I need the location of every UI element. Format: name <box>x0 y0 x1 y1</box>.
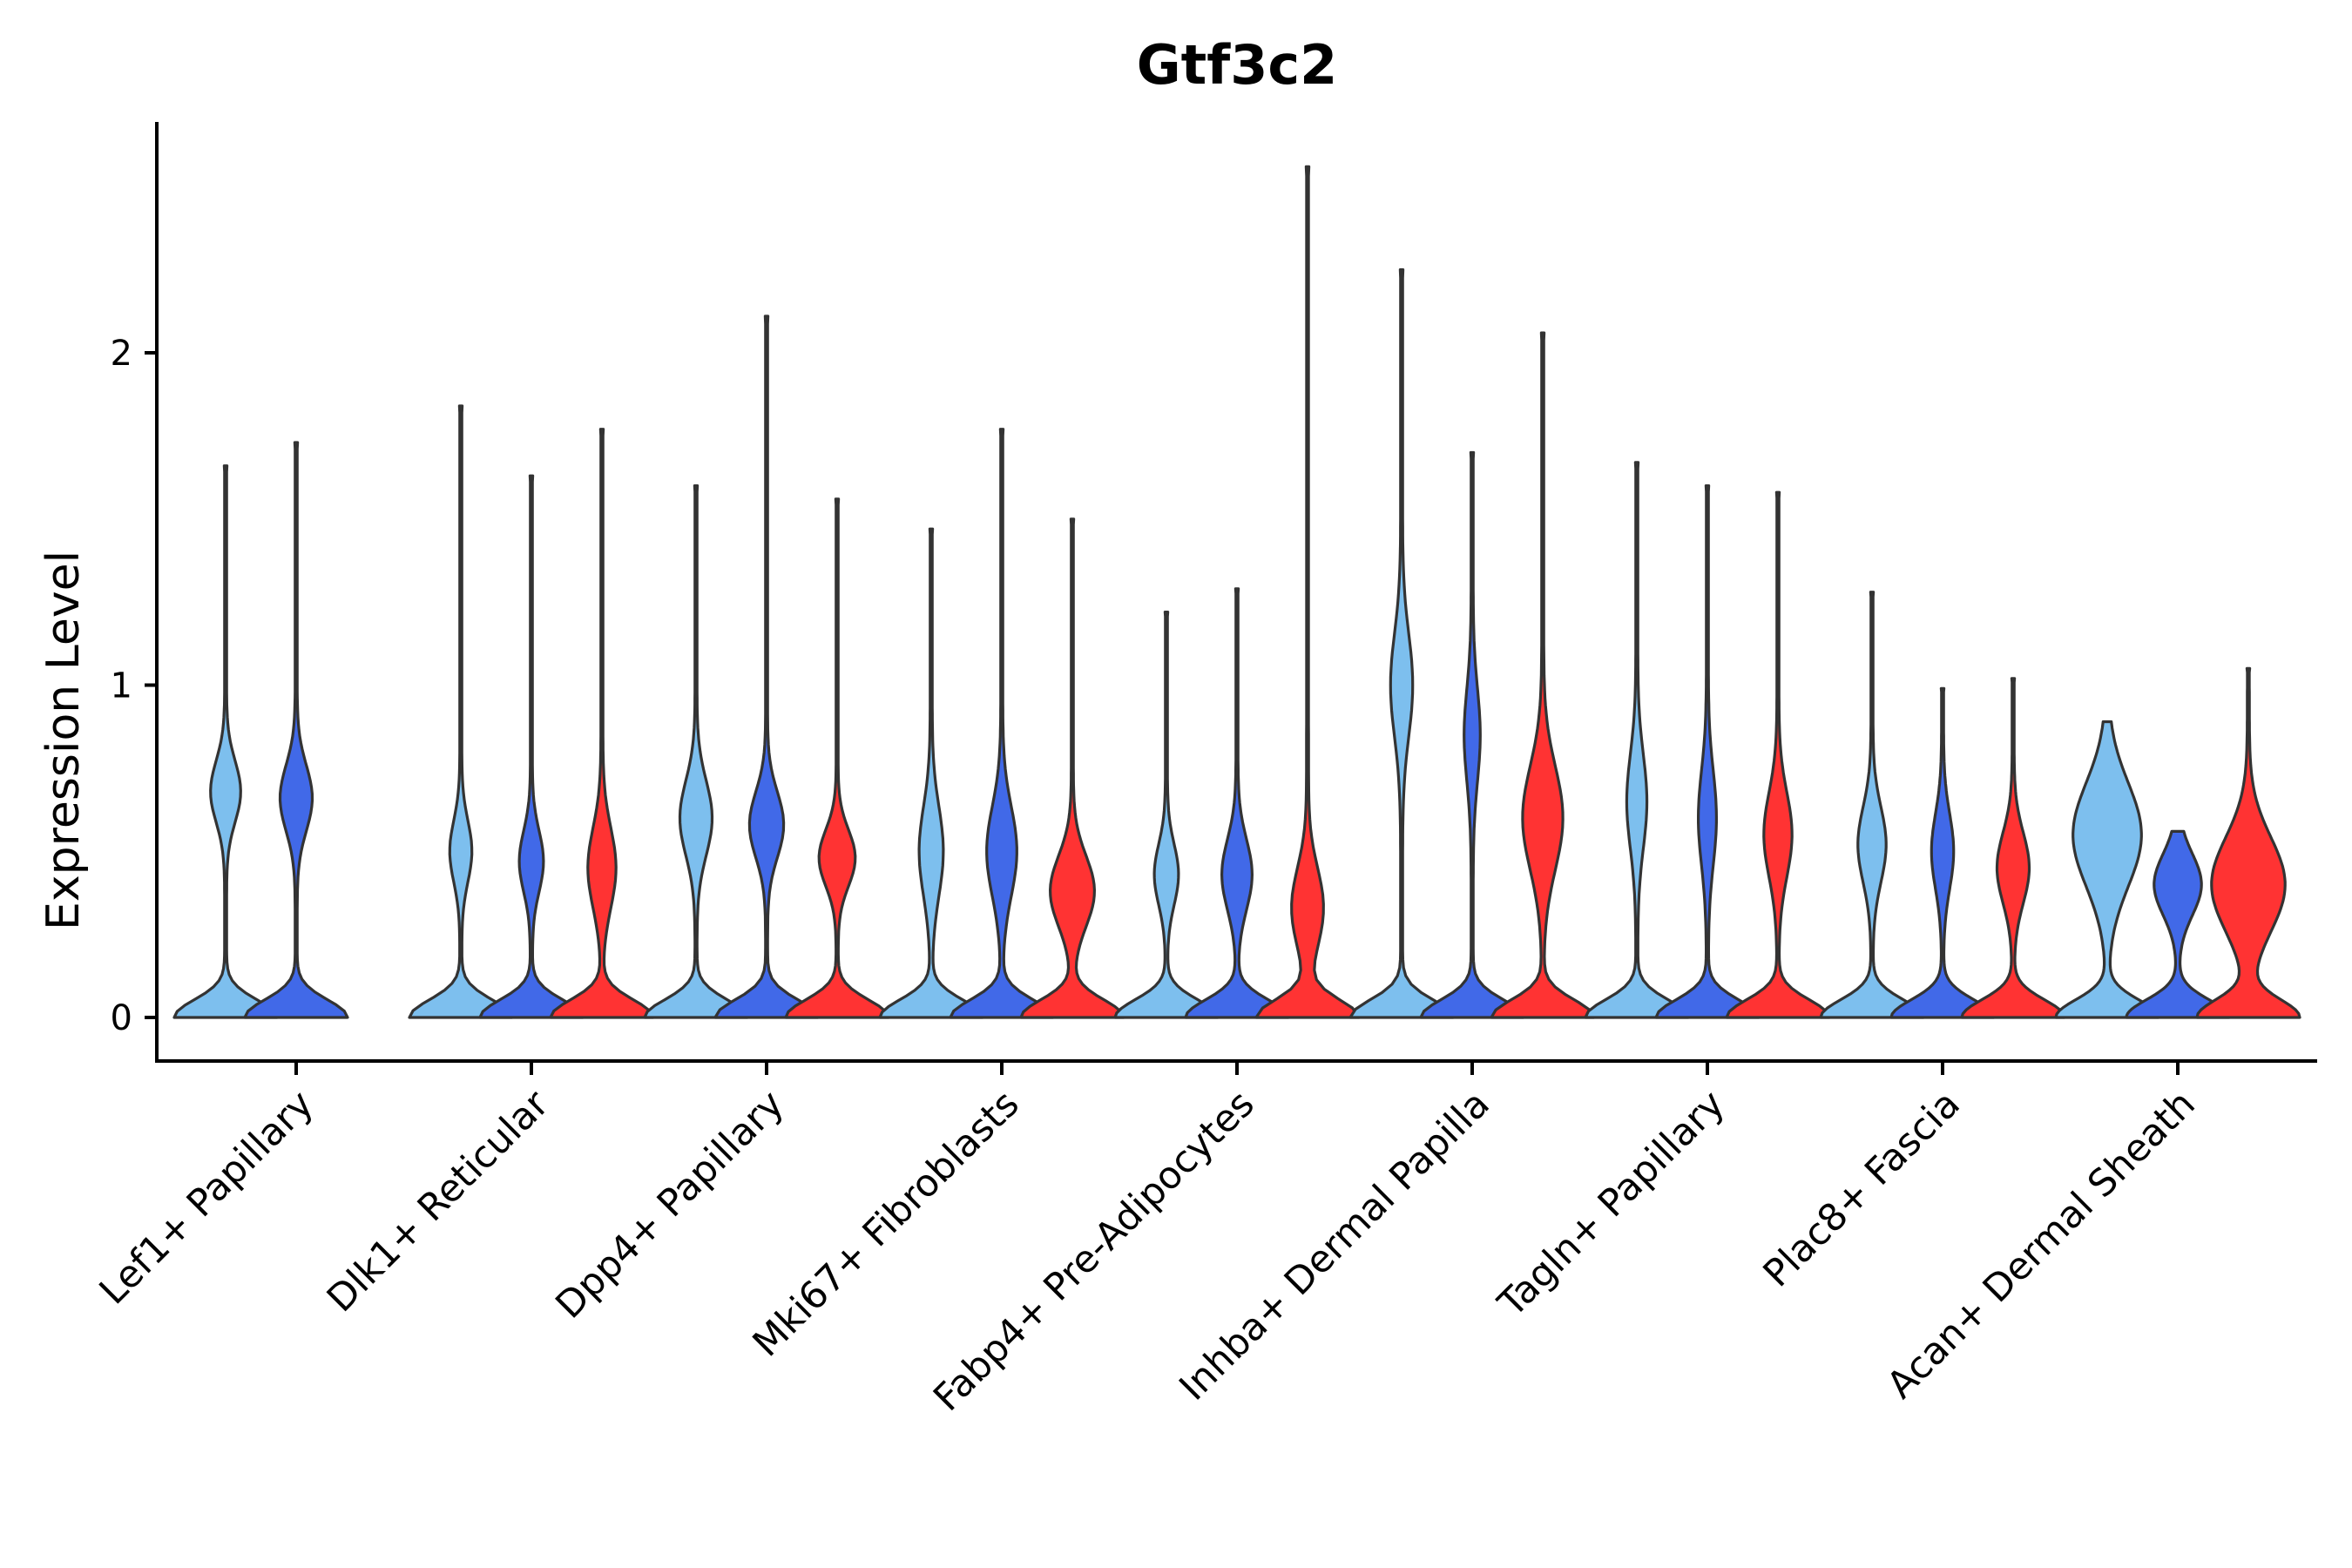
violin-inhba-dermal-papilla-group-3 <box>1490 331 1596 1019</box>
violins-layer <box>172 165 2301 1019</box>
violin-mki67-fibroblasts-group-3 <box>1019 517 1125 1019</box>
violin-tagln-papillary-group-3 <box>1725 490 1831 1019</box>
violin-lef1-papillary-group-1 <box>172 464 279 1019</box>
y-ticks-layer: 0 1 2 <box>111 334 157 1038</box>
violin-mki67-fibroblasts-group-1 <box>878 527 984 1019</box>
violin-dpp4-papillary-group-1 <box>643 484 749 1019</box>
violin-inhba-dermal-papilla-group-2 <box>1419 450 1525 1019</box>
violin-dpp4-papillary-group-2 <box>713 314 820 1019</box>
y-tick-label: 0 <box>111 998 132 1038</box>
x-tick-label: Dpp4+ Papillary <box>548 1082 793 1327</box>
violin-lef1-papillary-group-2 <box>243 441 349 1019</box>
violin-dpp4-papillary-group-3 <box>784 497 890 1019</box>
y-axis-label: Expression Level <box>37 551 90 930</box>
violin-acan-dermal-sheath-group-2 <box>2125 829 2231 1019</box>
violin-tagln-papillary-group-2 <box>1654 484 1761 1019</box>
x-tick-label: Lef1+ Papillary <box>91 1082 322 1313</box>
violin-plac8-fascia-group-3 <box>1960 677 2066 1019</box>
violin-mki67-fibroblasts-group-2 <box>949 428 1055 1019</box>
chart-title: Gtf3c2 <box>1137 33 1338 97</box>
violin-dlk1-reticular-group-2 <box>478 474 585 1019</box>
violin-fabp4-pre-adipocytes-group-2 <box>1184 587 1290 1019</box>
violin-plac8-fascia-group-1 <box>1819 591 1925 1019</box>
violin-dlk1-reticular-group-1 <box>408 404 514 1019</box>
violin-acan-dermal-sheath-group-1 <box>2054 720 2160 1019</box>
x-tick-label: Dlk1+ Reticular <box>319 1082 558 1321</box>
x-tick-label: Plac8+ Fascia <box>1755 1082 1969 1295</box>
violin-tagln-papillary-group-1 <box>1584 461 1690 1019</box>
violin-fabp4-pre-adipocytes-group-1 <box>1113 611 1220 1019</box>
violin-acan-dermal-sheath-group-3 <box>2195 666 2301 1019</box>
violin-fabp4-pre-adipocytes-group-3 <box>1254 165 1361 1019</box>
y-tick-label: 1 <box>111 666 132 706</box>
violin-dlk1-reticular-group-3 <box>549 428 655 1019</box>
y-tick-label: 2 <box>111 334 132 374</box>
violin-inhba-dermal-papilla-group-1 <box>1348 268 1455 1019</box>
x-tick-label: Tagln+ Papillary <box>1490 1082 1734 1326</box>
violin-plac8-fascia-group-2 <box>1889 686 1996 1019</box>
x-tick-label: Mki67+ Fibroblasts <box>745 1082 1028 1365</box>
